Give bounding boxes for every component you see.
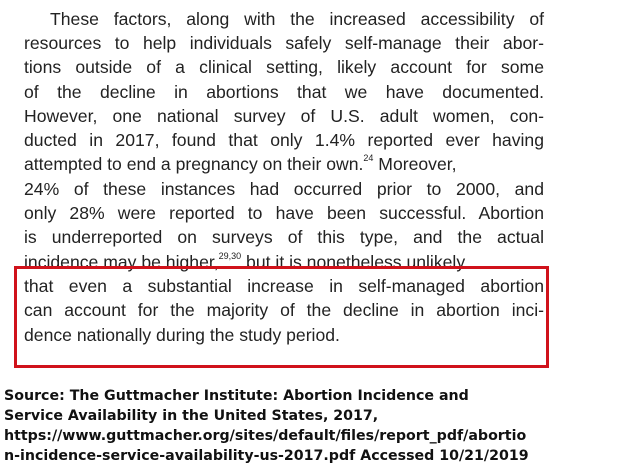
paragraph-line-7-text: attempted to end a pregnancy on their ow… bbox=[24, 154, 364, 174]
paragraph-line-5: However, one national survey of U.S. adu… bbox=[24, 106, 544, 126]
paragraph-line-7: attempted to end a pregnancy on their ow… bbox=[24, 153, 544, 175]
source-line-4: n-incidence-service-availability-us-2017… bbox=[4, 448, 529, 464]
paragraph-line-7-tail: Moreover, bbox=[373, 154, 457, 174]
paragraph-line-13: can account for the majority of the decl… bbox=[24, 300, 544, 320]
paragraph-line-1: These factors, along with the increased … bbox=[50, 9, 544, 29]
paragraph-line-14: dence nationally during the study period… bbox=[24, 325, 340, 345]
footnote-ref-24: 24 bbox=[363, 153, 374, 164]
source-line-1: Source: The Guttmacher Institute: Aborti… bbox=[4, 388, 469, 404]
source-line-3: https://www.guttmacher.org/sites/default… bbox=[4, 428, 527, 444]
paragraph-line-12: that even a substantial increase in self… bbox=[24, 276, 544, 296]
footnote-ref-29-30: 29,30 bbox=[218, 251, 242, 262]
paragraph-line-3: tions outside of a clinical setting, lik… bbox=[24, 57, 544, 77]
paragraph-line-2: resources to help individuals safely sel… bbox=[24, 33, 544, 53]
paragraph-line-10: is underreported on surveys of this type… bbox=[24, 227, 544, 247]
paragraph-line-4: of the decline in abortions that we have… bbox=[24, 82, 544, 102]
highlight-box bbox=[14, 266, 549, 368]
paragraph-line-9: only 28% were reported to have been succ… bbox=[24, 203, 544, 223]
paragraph-line-6: ducted in 2017, found that only 1.4% rep… bbox=[24, 130, 544, 150]
source-line-2: Service Availability in the United State… bbox=[4, 408, 379, 424]
paragraph-line-8: 24% of these instances had occurred prio… bbox=[24, 179, 544, 199]
source-citation: Source: The Guttmacher Institute: Aborti… bbox=[4, 386, 636, 466]
